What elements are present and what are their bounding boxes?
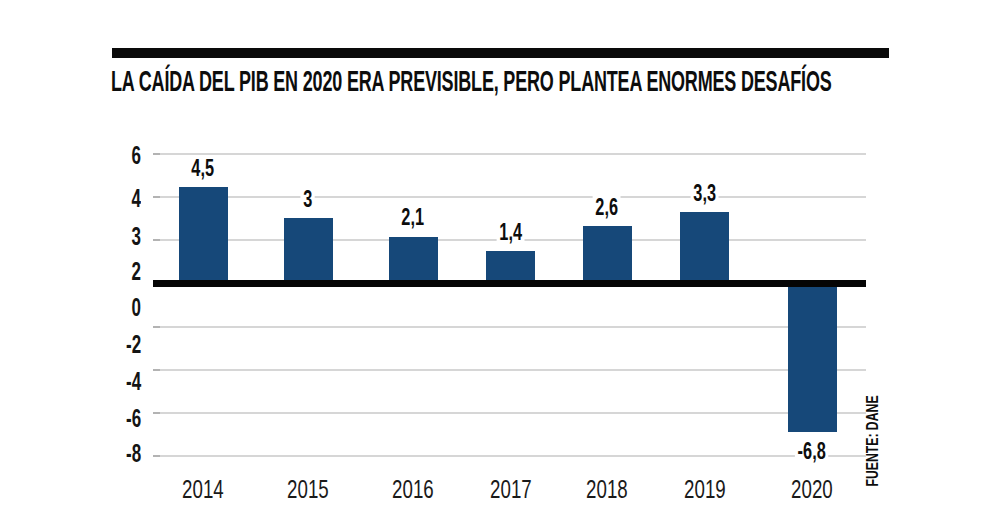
gridline bbox=[153, 412, 866, 414]
bar-value-text: 2,1 bbox=[399, 206, 427, 228]
bar-2016 bbox=[389, 237, 438, 280]
y-axis-tick-label: 6 bbox=[132, 143, 141, 168]
gridline bbox=[153, 455, 866, 457]
bar-2018 bbox=[583, 226, 632, 280]
x-axis-year-label: 2019 bbox=[660, 476, 750, 502]
y-axis-tick-label: 0 bbox=[132, 295, 141, 320]
y-axis-tick-label: 2 bbox=[132, 259, 141, 284]
value-label-2015: 3 bbox=[263, 188, 353, 210]
headline-rule bbox=[112, 48, 889, 58]
infographic-canvas: LA CAÍDA DEL PIB EN 2020 ERA PREVISIBLE,… bbox=[0, 0, 1000, 530]
chart-title: LA CAÍDA DEL PIB EN 2020 ERA PREVISIBLE,… bbox=[111, 64, 832, 98]
bar-value-text: 4,5 bbox=[189, 157, 217, 179]
x-axis-year-label: 2016 bbox=[368, 476, 458, 502]
bar-value-text: 3 bbox=[301, 188, 316, 210]
y-axis-tick-label: 4 bbox=[132, 186, 141, 211]
year-text: 2017 bbox=[490, 476, 532, 502]
year-text: 2020 bbox=[791, 476, 833, 502]
y-axis-tick-label: -4 bbox=[126, 369, 141, 394]
y-axis-tick-label: -2 bbox=[126, 332, 141, 357]
bar-2020 bbox=[788, 287, 837, 432]
bar-value-text: 1,4 bbox=[496, 221, 524, 243]
y-axis-tick-label: -6 bbox=[126, 406, 141, 431]
y-axis-tick-label: -8 bbox=[126, 441, 141, 466]
x-axis-year-label: 2015 bbox=[263, 476, 353, 502]
value-label-2019: 3,3 bbox=[660, 182, 750, 204]
gridline bbox=[153, 153, 866, 155]
gridline bbox=[153, 369, 866, 371]
bar-2017 bbox=[486, 251, 535, 280]
x-axis-year-label: 2017 bbox=[466, 476, 556, 502]
year-text: 2018 bbox=[586, 476, 628, 502]
y-axis-tick-label: 3 bbox=[132, 224, 141, 249]
x-axis-year-label: 2020 bbox=[767, 476, 857, 502]
year-text: 2014 bbox=[182, 476, 224, 502]
bar-value-text: 2,6 bbox=[593, 196, 621, 218]
value-label-2016: 2,1 bbox=[368, 206, 458, 228]
gridline bbox=[153, 326, 866, 328]
value-label-2018: 2,6 bbox=[562, 196, 652, 218]
bar-value-text: 3,3 bbox=[690, 182, 718, 204]
gridline bbox=[153, 196, 866, 198]
source-credit: FUENTE: DANE bbox=[864, 395, 881, 486]
value-label-2017: 1,4 bbox=[466, 221, 556, 243]
bar-2015 bbox=[284, 218, 333, 280]
bar-value-text: -6,8 bbox=[795, 440, 829, 462]
year-text: 2015 bbox=[287, 476, 329, 502]
bar-2019 bbox=[680, 212, 729, 280]
year-text: 2016 bbox=[392, 476, 434, 502]
x-axis-year-label: 2014 bbox=[158, 476, 248, 502]
year-text: 2019 bbox=[684, 476, 726, 502]
value-label-2014: 4,5 bbox=[158, 157, 248, 179]
bar-2014 bbox=[179, 187, 228, 280]
zero-baseline bbox=[153, 280, 866, 287]
x-axis-year-label: 2018 bbox=[562, 476, 652, 502]
value-label-2020: -6,8 bbox=[767, 440, 857, 462]
